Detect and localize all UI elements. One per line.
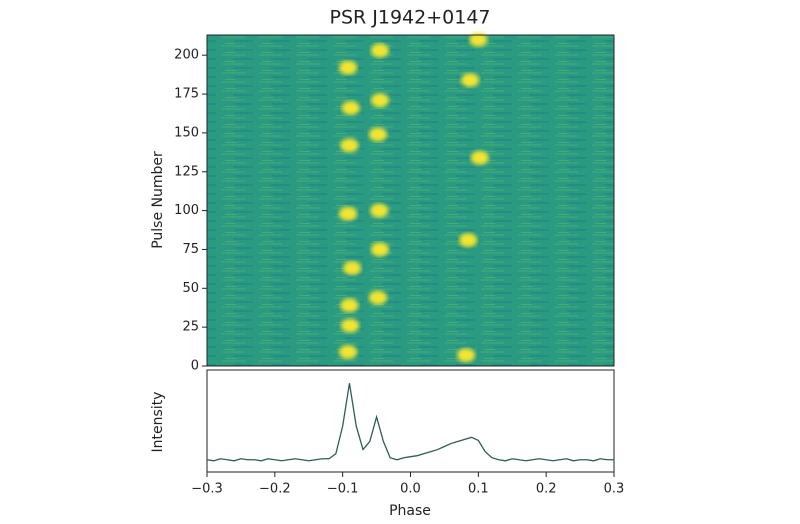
x-tick-label: 0.1 — [468, 482, 489, 497]
pulse-spot — [469, 32, 488, 47]
pulse-spot — [470, 150, 489, 165]
pulse-spot — [368, 127, 387, 142]
x-axis-label: Phase — [389, 503, 431, 519]
y-tick-label: 50 — [182, 281, 199, 296]
pulse-spot — [341, 318, 360, 333]
y-tick-label: 25 — [182, 320, 199, 335]
pulse-spot — [339, 206, 358, 221]
pulse-spot — [461, 73, 480, 88]
x-tick-label: −0.1 — [327, 482, 359, 497]
pulse-spot — [370, 242, 389, 257]
pulse-spot — [457, 348, 476, 363]
y-tick-label: 200 — [174, 48, 199, 63]
pulse-spot — [370, 43, 389, 58]
pulse-spot — [340, 138, 359, 153]
x-tick-label: −0.3 — [191, 482, 223, 497]
y-tick-label: 0 — [191, 359, 199, 374]
pulse-spot — [339, 60, 358, 75]
y-tick-label: 100 — [174, 203, 199, 218]
pulse-spot — [339, 345, 358, 360]
x-tick-label: 0.3 — [604, 482, 625, 497]
x-tick-label: −0.2 — [259, 482, 291, 497]
y-tick-label: 150 — [174, 125, 199, 140]
y-axis-label: Intensity — [150, 392, 166, 453]
profile-line — [206, 383, 614, 462]
heatmap-texture — [207, 35, 614, 366]
x-tick-label: 0.2 — [536, 482, 557, 497]
pulse-spot — [340, 298, 359, 313]
pulse-spot — [370, 203, 389, 218]
plot-frame — [206, 34, 615, 367]
y-axis-label: Pulse Number — [150, 151, 166, 249]
y-tick-label: 125 — [174, 164, 199, 179]
pulse-spot — [368, 290, 387, 305]
pulse-spot — [343, 261, 362, 276]
y-tick-label: 75 — [182, 242, 199, 257]
x-tick-label: 0.0 — [400, 482, 421, 497]
chart-title: PSR J1942+0147 — [330, 7, 491, 29]
pulse-spot — [341, 101, 360, 116]
y-tick-label: 175 — [174, 87, 199, 102]
pulse-spot — [370, 93, 389, 108]
pulse-spot — [459, 233, 478, 248]
